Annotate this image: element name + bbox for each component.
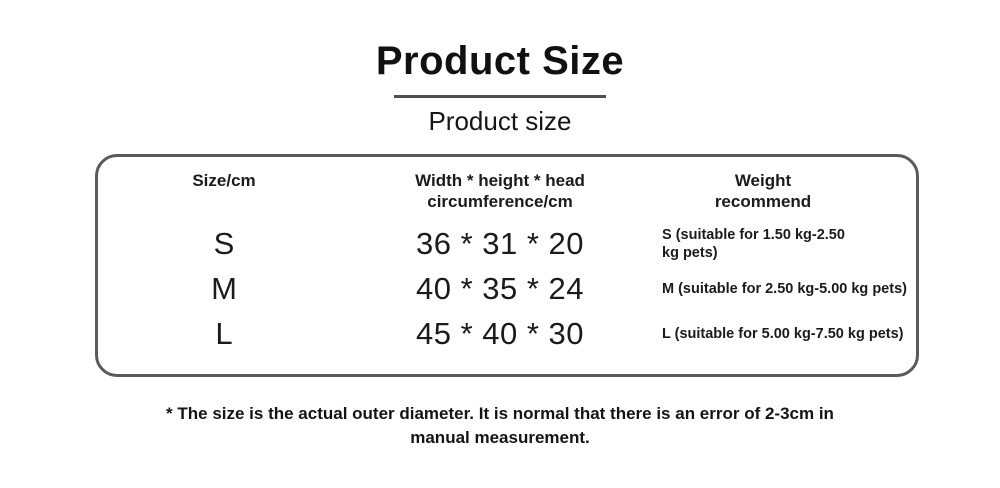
- size-cell: M: [211, 270, 237, 306]
- table-header-row: Size/cm Width * height * head circumfere…: [98, 170, 916, 212]
- dimensions-cell: 40 * 35 * 24: [415, 270, 585, 306]
- weight-cell: L (suitable for 5.00 kg-7.50 kg pets): [662, 325, 904, 342]
- page-subtitle: Product size: [428, 106, 572, 136]
- title-underline: [394, 95, 606, 98]
- weight-cell: M (suitable for 2.50 kg-5.00 kg pets): [662, 280, 907, 297]
- column-header-size: Size/cm: [192, 171, 256, 190]
- dimensions-cell: 45 * 40 * 30: [415, 315, 585, 351]
- weight-cell: S (suitable for 1.50 kg-2.50 kg pets): [662, 226, 845, 261]
- measurement-disclaimer: * The size is the actual outer diameter.…: [166, 404, 834, 447]
- dimensions-cell: 36 * 31 * 20: [415, 225, 585, 261]
- page-title: Product Size: [375, 39, 625, 83]
- table-row: S 36 * 31 * 20 S (suitable for 1.50 kg-2…: [98, 221, 916, 266]
- column-header-weight: Weight recommend: [714, 171, 812, 211]
- table-row: L 45 * 40 * 30 L (suitable for 5.00 kg-7…: [98, 311, 916, 356]
- table-row: M 40 * 35 * 24 M (suitable for 2.50 kg-5…: [98, 266, 916, 311]
- size-cell: S: [213, 225, 235, 261]
- size-table: Size/cm Width * height * head circumfere…: [95, 154, 919, 377]
- size-cell: L: [215, 315, 233, 351]
- column-header-dimensions: Width * height * head circumference/cm: [415, 171, 585, 211]
